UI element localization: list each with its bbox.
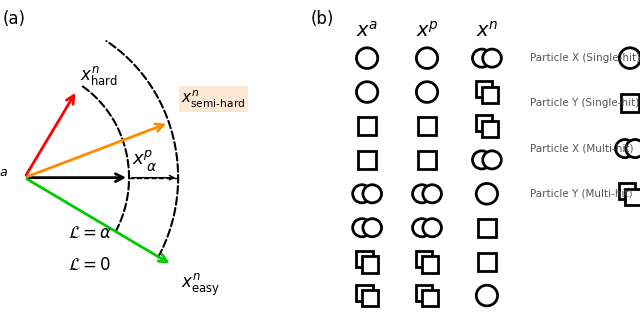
Text: Particle Y (Multi-hit): Particle Y (Multi-hit) <box>530 189 633 199</box>
Circle shape <box>423 185 442 203</box>
Text: $\mathcal{L} = 0$: $\mathcal{L} = 0$ <box>68 256 111 274</box>
Bar <box>476 115 492 131</box>
Circle shape <box>417 82 438 102</box>
Text: $x^n_\mathrm{semi\text{-}hard}$: $x^n_\mathrm{semi\text{-}hard}$ <box>181 89 246 110</box>
Circle shape <box>423 219 442 237</box>
Circle shape <box>363 185 381 203</box>
Circle shape <box>413 219 431 237</box>
Circle shape <box>417 48 438 68</box>
Circle shape <box>483 151 501 169</box>
Circle shape <box>476 183 497 204</box>
Circle shape <box>353 219 371 237</box>
Bar <box>358 151 376 169</box>
Bar <box>625 189 640 205</box>
Circle shape <box>472 49 491 67</box>
Bar <box>356 285 372 301</box>
Text: $x^n_\mathrm{hard}$: $x^n_\mathrm{hard}$ <box>80 64 118 87</box>
Circle shape <box>413 185 431 203</box>
Text: $x^p$: $x^p$ <box>415 21 438 41</box>
Text: $\mathcal{L} = \alpha$: $\mathcal{L} = \alpha$ <box>68 224 112 242</box>
Circle shape <box>472 151 491 169</box>
Text: (a): (a) <box>3 10 26 28</box>
Text: $x^n_\mathrm{easy}$: $x^n_\mathrm{easy}$ <box>181 271 220 297</box>
Bar <box>358 117 376 135</box>
Bar <box>477 253 496 271</box>
Circle shape <box>356 82 378 102</box>
Bar <box>422 256 438 273</box>
Text: $\alpha$: $\alpha$ <box>146 161 157 174</box>
Bar <box>416 285 433 301</box>
Text: (b): (b) <box>310 10 334 28</box>
Bar <box>621 94 639 112</box>
Bar <box>356 251 372 267</box>
Text: Particle X (Multi-hit): Particle X (Multi-hit) <box>530 144 634 153</box>
Text: $x^p$: $x^p$ <box>132 150 154 168</box>
Bar <box>418 151 436 169</box>
Circle shape <box>620 48 640 68</box>
Circle shape <box>476 285 497 306</box>
Circle shape <box>616 140 634 158</box>
Bar <box>481 87 498 103</box>
Bar <box>481 121 498 137</box>
Circle shape <box>356 48 378 68</box>
Text: $x^a$: $x^a$ <box>0 169 9 187</box>
Bar <box>477 219 496 236</box>
Text: $x^a$: $x^a$ <box>356 21 378 41</box>
Circle shape <box>626 140 640 158</box>
Bar <box>619 183 636 199</box>
Bar <box>362 290 378 307</box>
Text: Particle Y (Single-hit): Particle Y (Single-hit) <box>530 99 639 108</box>
Text: Particle X (Single-hit): Particle X (Single-hit) <box>530 53 640 63</box>
Bar <box>416 251 433 267</box>
Bar <box>418 117 436 135</box>
Bar <box>476 81 492 97</box>
Circle shape <box>363 219 381 237</box>
Text: $x^n$: $x^n$ <box>476 21 499 41</box>
Circle shape <box>483 49 501 67</box>
Bar <box>362 256 378 273</box>
Bar <box>422 290 438 307</box>
Circle shape <box>353 185 371 203</box>
